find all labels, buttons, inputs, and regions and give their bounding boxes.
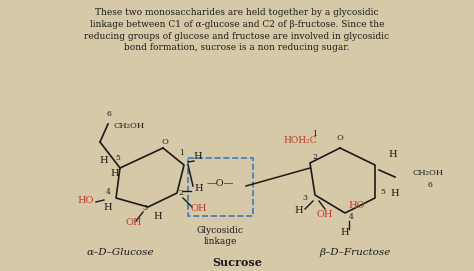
Text: Sucrose: Sucrose (212, 257, 262, 268)
Text: 4: 4 (106, 188, 110, 196)
Text: H: H (154, 212, 162, 221)
Text: H: H (341, 228, 349, 237)
Text: HO: HO (349, 201, 365, 210)
Text: H: H (391, 189, 399, 198)
Text: 1: 1 (312, 130, 318, 138)
Text: OH: OH (191, 204, 207, 213)
Text: —O—: —O— (206, 179, 234, 188)
Text: H: H (111, 169, 119, 178)
Text: 2: 2 (312, 153, 318, 161)
Text: 6: 6 (107, 110, 111, 118)
Text: H: H (389, 150, 397, 159)
Text: 3: 3 (143, 204, 147, 212)
Text: HO: HO (78, 196, 94, 205)
Text: H: H (195, 184, 203, 193)
Text: OH: OH (317, 210, 333, 219)
Text: These two monosaccharides are held together by a glycosidic
linkage between C1 o: These two monosaccharides are held toget… (84, 8, 390, 52)
Text: OH: OH (126, 218, 142, 227)
Text: H: H (194, 152, 202, 161)
Text: α–D–Glucose: α–D–Glucose (86, 248, 154, 257)
Text: 3: 3 (302, 194, 308, 202)
Bar (188, 158, 253, 216)
Text: O: O (162, 138, 168, 146)
Text: Glycosidic
linkage: Glycosidic linkage (197, 226, 244, 246)
Text: 5: 5 (116, 154, 120, 162)
Text: HOH₂C: HOH₂C (283, 136, 317, 145)
Text: 6: 6 (428, 181, 432, 189)
Text: CH₂OH: CH₂OH (114, 122, 145, 130)
Text: CH₂OH: CH₂OH (413, 169, 444, 177)
Text: H: H (100, 156, 109, 165)
Text: 4: 4 (348, 213, 354, 221)
Text: H: H (295, 206, 303, 215)
Text: 1: 1 (180, 149, 184, 157)
Text: H: H (104, 203, 112, 212)
Text: O: O (337, 134, 344, 142)
Text: β–D–Fructose: β–D–Fructose (319, 248, 391, 257)
Text: 5: 5 (381, 188, 385, 196)
Text: 2: 2 (179, 189, 183, 197)
